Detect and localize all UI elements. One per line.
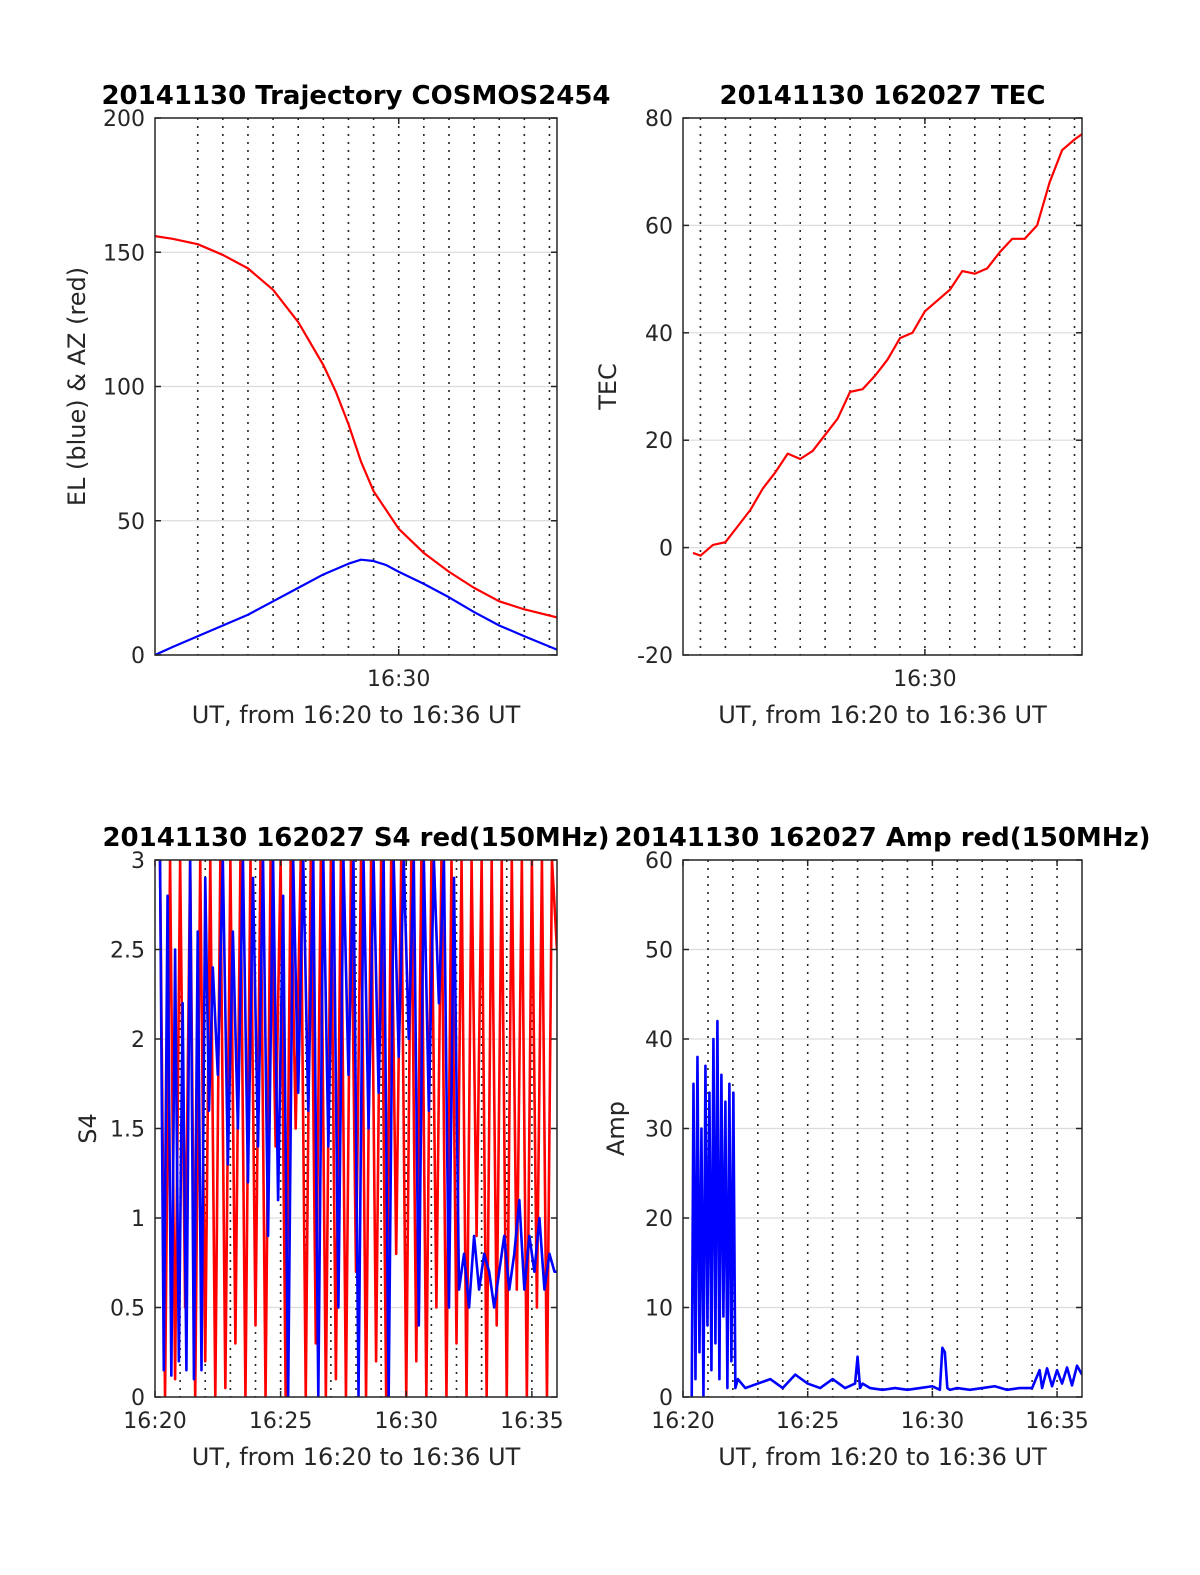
- y-tick-label: 1: [131, 1207, 145, 1232]
- y-tick-label: 2: [131, 1028, 145, 1053]
- y-tick-label: 0: [131, 644, 145, 669]
- series-line-s4-red-150mhz-: [158, 860, 557, 1397]
- y-tick-label: 0: [659, 1386, 673, 1411]
- y-tick-label: 200: [103, 107, 145, 132]
- chart-title: 20141130 162027 TEC: [720, 81, 1046, 111]
- panel-s4: 0 0.5 1 1.5 2 2.5 3 16:20 16:25 16:30 16:35 2014113…: [74, 823, 610, 1471]
- series-line-s4: [158, 860, 557, 1397]
- x-tick-label: 16:35: [500, 1409, 563, 1434]
- y-tick-label: 60: [645, 849, 673, 874]
- y-tick-label: 40: [645, 322, 673, 347]
- y-tick-label: 10: [645, 1297, 673, 1322]
- y-tick-label: 20: [645, 1207, 673, 1232]
- y-tick-label: 0: [131, 1386, 145, 1411]
- chart-title: 20141130 162027 S4 red(150MHz): [102, 823, 609, 853]
- y-axis-label: Amp: [602, 1101, 630, 1156]
- x-tick-label: 16:20: [651, 1409, 714, 1434]
- y-tick-label: 20: [645, 429, 673, 454]
- y-tick-label: 150: [103, 241, 145, 266]
- y-tick-label: 1.5: [110, 1118, 145, 1143]
- x-axis-label: UT, from 16:20 to 16:36 UT: [192, 701, 521, 729]
- y-tick-label: 0.5: [110, 1297, 145, 1322]
- series-line-amp: [690, 1019, 1082, 1397]
- chart-title: 20141130 Trajectory COSMOS2454: [101, 81, 610, 111]
- x-tick-label: 16:30: [901, 1409, 964, 1434]
- x-tick-label: 16:30: [367, 667, 430, 692]
- panel-tec: -20 0 20 40 60 80 16:30 20141130 162027 TEC UT, …: [594, 81, 1083, 729]
- y-tick-label: -20: [637, 644, 673, 669]
- series-line-el: [155, 558, 557, 655]
- axes-frame: [682, 117, 1083, 656]
- y-axis-label: S4: [74, 1113, 102, 1144]
- series-line-az: [155, 235, 557, 619]
- y-tick-label: 3: [131, 849, 145, 874]
- plot-area: [683, 118, 1082, 655]
- y-tick-label: 80: [645, 107, 673, 132]
- y-tick-label: 50: [117, 510, 145, 535]
- y-tick-label: 40: [645, 1028, 673, 1053]
- y-tick-label: 2.5: [110, 939, 145, 964]
- x-tick-label: 16:25: [249, 1409, 312, 1434]
- x-axis-label: UT, from 16:20 to 16:36 UT: [192, 1443, 521, 1471]
- x-tick-label: 16:30: [893, 667, 956, 692]
- x-tick-label: 16:20: [123, 1409, 186, 1434]
- panel-trajectory: 0 50 100 150 200 16:30 20141130 Trajectory COS…: [63, 81, 611, 729]
- x-axis-label: UT, from 16:20 to 16:36 UT: [718, 701, 1047, 729]
- y-tick-label: 100: [103, 376, 145, 401]
- series-line-tec: [692, 133, 1082, 557]
- x-tick-label: 16:25: [776, 1409, 839, 1434]
- y-tick-label: 0: [659, 537, 673, 562]
- y-axis-label: TEC: [594, 363, 622, 411]
- y-tick-label: 50: [645, 939, 673, 964]
- y-tick-label: 60: [645, 214, 673, 239]
- y-axis-label: EL (blue) & AZ (red): [63, 267, 91, 506]
- chart-title: 20141130 162027 Amp red(150MHz): [614, 823, 1150, 853]
- y-tick-label: 30: [645, 1118, 673, 1143]
- x-tick-label: 16:30: [375, 1409, 438, 1434]
- x-tick-label: 16:35: [1025, 1409, 1088, 1434]
- x-axis-label: UT, from 16:20 to 16:36 UT: [718, 1443, 1047, 1471]
- panel-amp: 0 10 20 30 40 50 60 16:20 16:25 16:30 16:35 2014113…: [602, 823, 1151, 1471]
